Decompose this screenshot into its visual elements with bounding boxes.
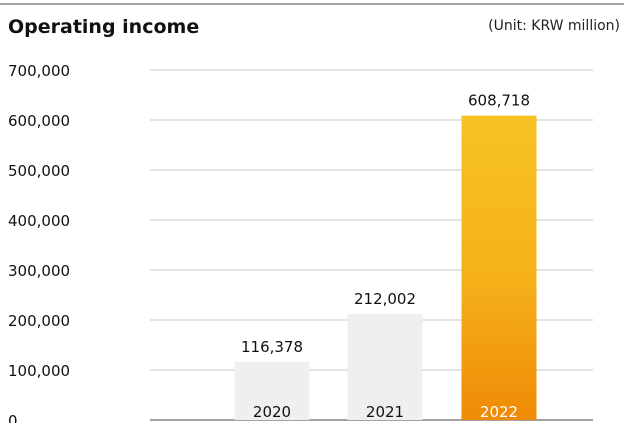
y-axis-ticks: 0 100,000 200,000 300,000 400,000 500,000 600,… xyxy=(8,62,70,423)
y-tick-label: 400,000 xyxy=(8,212,70,230)
y-tick-label: 0 xyxy=(8,412,18,423)
data-label-2022: 608,718 xyxy=(468,92,530,110)
bar-2022 xyxy=(461,115,537,421)
chart-title: Operating income xyxy=(8,16,199,38)
data-label-2021: 212,002 xyxy=(354,290,416,308)
x-axis-labels: 2020 2021 2022 xyxy=(253,403,518,421)
x-label-2020: 2020 xyxy=(253,403,291,421)
x-label-2022: 2022 xyxy=(480,403,518,421)
data-label-2020: 116,378 xyxy=(241,338,303,356)
y-tick-label: 500,000 xyxy=(8,162,70,180)
bars xyxy=(234,115,537,421)
data-labels: 116,378 212,002 608,718 xyxy=(241,92,530,356)
y-tick-label: 200,000 xyxy=(8,312,70,330)
y-tick-label: 300,000 xyxy=(8,262,70,280)
y-tick-label: 600,000 xyxy=(8,112,70,130)
unit-label: (Unit: KRW million) xyxy=(488,18,620,34)
y-tick-label: 100,000 xyxy=(8,362,70,380)
bar-2021 xyxy=(347,313,423,420)
bar-2020 xyxy=(234,361,310,420)
y-tick-label: 700,000 xyxy=(8,62,70,80)
x-label-2021: 2021 xyxy=(366,403,404,421)
